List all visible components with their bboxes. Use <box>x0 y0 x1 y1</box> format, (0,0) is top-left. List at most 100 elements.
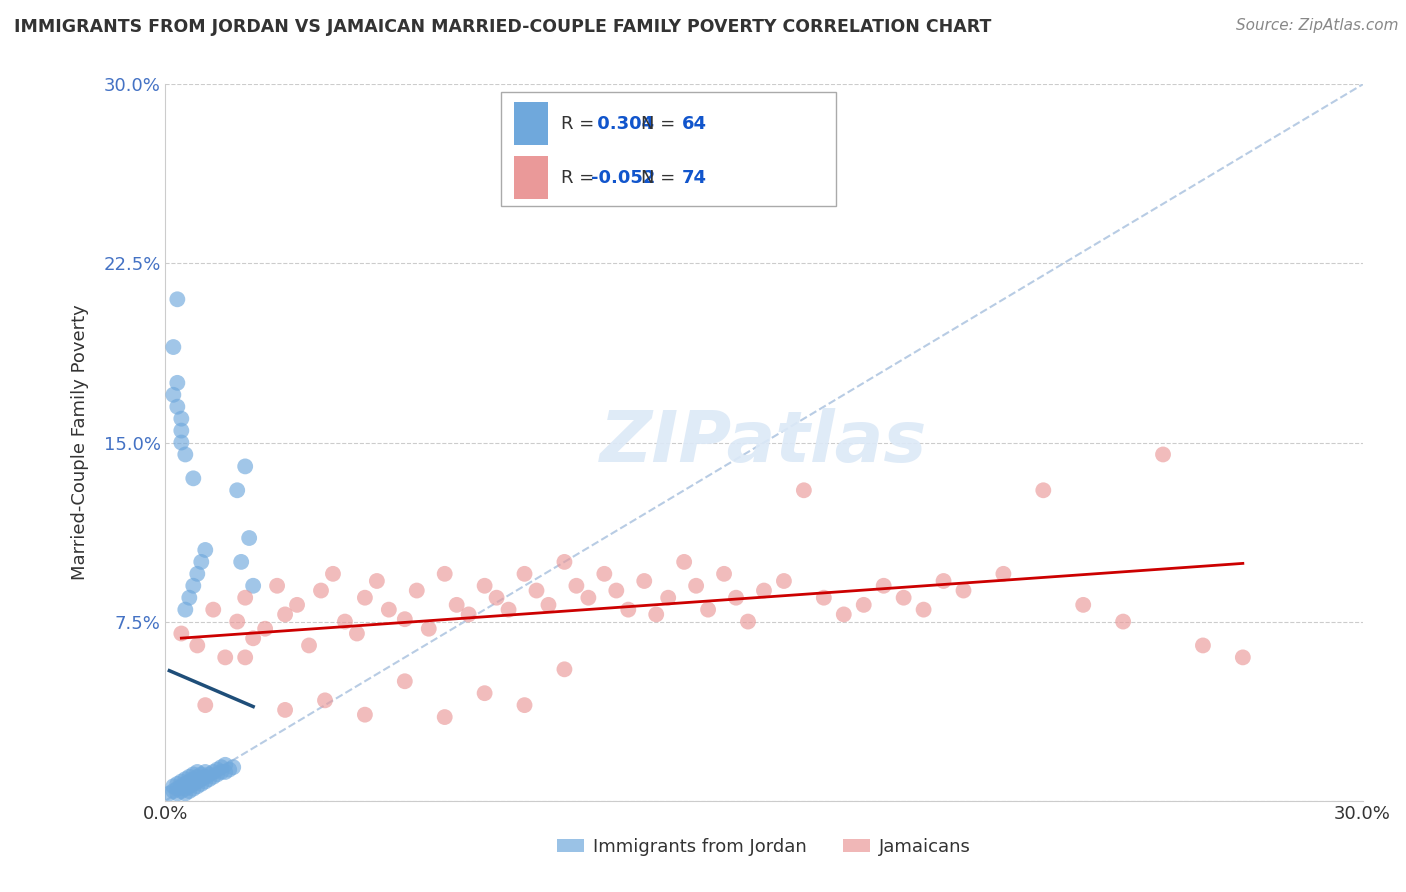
Point <box>186 770 208 784</box>
Point <box>433 566 456 581</box>
Point <box>242 579 264 593</box>
Point <box>233 650 256 665</box>
Point <box>186 774 208 789</box>
Point <box>174 447 197 461</box>
Text: 64: 64 <box>682 115 707 133</box>
Point <box>752 583 775 598</box>
Point <box>226 483 249 498</box>
Point <box>170 626 193 640</box>
Point <box>1232 650 1254 665</box>
Point <box>202 602 225 616</box>
Point <box>179 770 201 784</box>
Point <box>181 579 204 593</box>
Point <box>194 764 217 779</box>
Point <box>218 763 240 777</box>
Point <box>285 598 308 612</box>
Point <box>713 566 735 581</box>
Point <box>181 767 204 781</box>
Point <box>394 612 416 626</box>
Point <box>346 626 368 640</box>
Text: R =: R = <box>561 169 600 186</box>
Point <box>537 598 560 612</box>
Point <box>1192 639 1215 653</box>
Point <box>433 710 456 724</box>
Point <box>174 781 197 796</box>
Point <box>633 574 655 588</box>
Point <box>179 779 201 793</box>
Point <box>576 591 599 605</box>
Point <box>242 632 264 646</box>
Point <box>1112 615 1135 629</box>
Point <box>166 781 188 796</box>
Point <box>214 757 236 772</box>
Point <box>993 566 1015 581</box>
Point <box>238 531 260 545</box>
Point <box>553 555 575 569</box>
Point <box>314 693 336 707</box>
Point <box>793 483 815 498</box>
Point <box>893 591 915 605</box>
Point <box>274 703 297 717</box>
Point <box>162 784 184 798</box>
Point <box>170 424 193 438</box>
Point <box>181 471 204 485</box>
Point <box>932 574 955 588</box>
Point <box>405 583 427 598</box>
Text: R =: R = <box>561 115 600 133</box>
Point <box>266 579 288 593</box>
Point <box>685 579 707 593</box>
Point <box>162 779 184 793</box>
Point <box>231 555 253 569</box>
Point <box>378 602 401 616</box>
Point <box>498 602 520 616</box>
Point <box>873 579 896 593</box>
Text: N =: N = <box>641 115 682 133</box>
Point <box>645 607 668 622</box>
Point <box>912 602 935 616</box>
Point <box>209 764 232 779</box>
Point <box>1071 598 1094 612</box>
Point <box>832 607 855 622</box>
Point <box>166 777 188 791</box>
Point <box>179 774 201 789</box>
Point <box>1032 483 1054 498</box>
Point <box>209 760 232 774</box>
Point <box>166 293 188 307</box>
Point <box>513 698 536 713</box>
Point <box>617 602 640 616</box>
Point <box>194 698 217 713</box>
Text: N =: N = <box>641 169 682 186</box>
Point <box>852 598 875 612</box>
Point <box>162 388 184 402</box>
Point <box>174 772 197 786</box>
Point <box>724 591 747 605</box>
Point <box>553 662 575 676</box>
Point <box>773 574 796 588</box>
Point <box>697 602 720 616</box>
Point <box>446 598 468 612</box>
Point <box>170 435 193 450</box>
Point <box>565 579 588 593</box>
Point <box>186 779 208 793</box>
Point <box>673 555 696 569</box>
Point <box>170 774 193 789</box>
Point <box>162 340 184 354</box>
Point <box>174 777 197 791</box>
Point <box>593 566 616 581</box>
Point <box>190 772 212 786</box>
Point <box>190 777 212 791</box>
Point <box>207 763 229 777</box>
Point <box>166 787 188 801</box>
Point <box>190 767 212 781</box>
Point <box>174 787 197 801</box>
Point <box>474 579 496 593</box>
Point <box>366 574 388 588</box>
Point <box>179 784 201 798</box>
Point <box>474 686 496 700</box>
Point <box>194 774 217 789</box>
Point <box>202 764 225 779</box>
Point <box>605 583 627 598</box>
Legend: Immigrants from Jordan, Jamaicans: Immigrants from Jordan, Jamaicans <box>550 830 979 863</box>
Point <box>394 674 416 689</box>
Point <box>181 777 204 791</box>
